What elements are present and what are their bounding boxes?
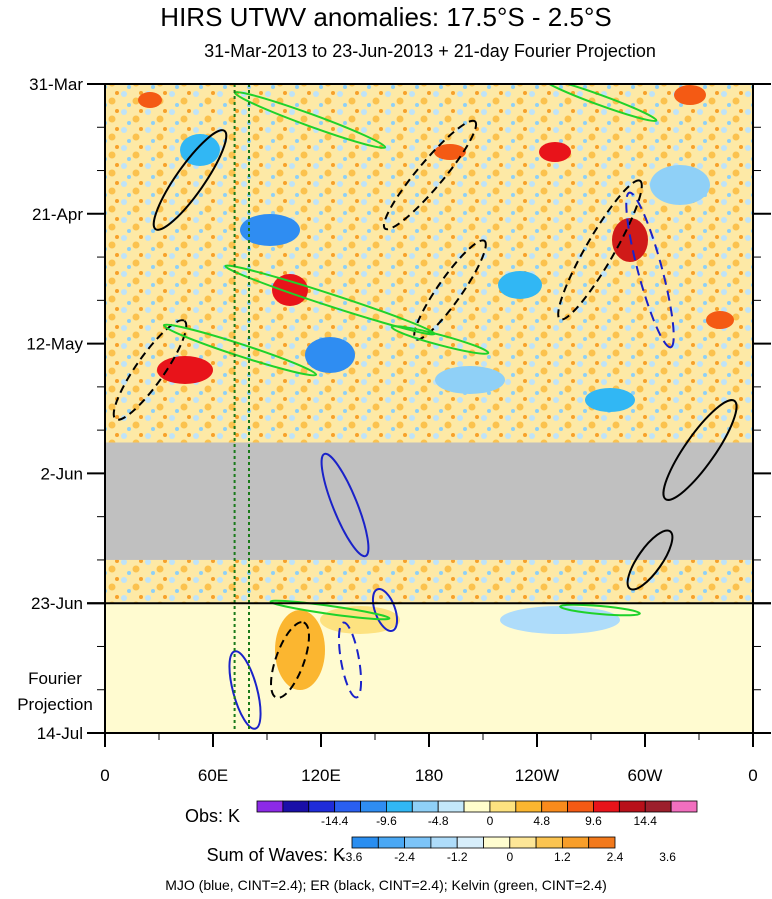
colorbar-label: 9.6 <box>585 814 602 828</box>
colorbar-swatch <box>593 800 620 813</box>
colorbar-swatch <box>489 800 517 813</box>
colorbar-swatch <box>430 836 458 849</box>
x-tick-label: 0 <box>100 766 109 785</box>
chart-title: HIRS UTWV anomalies: 17.5°S - 2.5°S <box>160 2 612 32</box>
projection-label-line1: Fourier <box>28 669 82 688</box>
projection-blob <box>320 606 400 634</box>
colorbar-label: -4.8 <box>428 814 449 828</box>
colorbar-label: -9.6 <box>376 814 397 828</box>
colorbar-swatch <box>483 836 511 849</box>
y-tick-label: 2-Jun <box>40 464 83 483</box>
obs-legend-label: Obs: K <box>185 806 240 826</box>
colorbar-swatch <box>670 800 698 813</box>
y-tick-label: 14-Jul <box>37 724 83 743</box>
y-tick-label: 31-Mar <box>29 75 83 94</box>
colorbar-swatch <box>437 800 465 813</box>
colorbar-swatch <box>535 836 563 849</box>
colorbar-swatch <box>588 836 616 849</box>
chart-subtitle: 31-Mar-2013 to 23-Jun-2013 + 21-day Four… <box>204 41 656 61</box>
colorbar-label: 0 <box>487 814 494 828</box>
colorbar-swatch <box>515 800 543 813</box>
colorbar-label: 4.8 <box>533 814 550 828</box>
x-tick-label: 120W <box>515 766 559 785</box>
colorbar-swatch <box>256 800 284 813</box>
colorbar-swatch <box>567 800 594 813</box>
colorbar-label: 0 <box>506 850 513 864</box>
x-tick-label: 0 <box>748 766 757 785</box>
y-tick-label: 12-May <box>26 335 83 354</box>
colorbar-swatch <box>334 800 361 813</box>
x-tick-label: 60E <box>198 766 228 785</box>
colorbar-swatch <box>644 800 672 813</box>
missing-data-band <box>105 442 753 560</box>
colorbar-label: -1.2 <box>447 850 468 864</box>
colorbar-label: 3.6 <box>659 850 676 864</box>
colorbar-swatch <box>404 836 432 849</box>
axes: 31-Mar 21-Apr 12-May 2-Jun 23-Jun 14-Jul 0 60E 1… <box>26 75 771 785</box>
colorbar-swatch <box>377 836 405 849</box>
projection-blob <box>275 610 325 690</box>
colorbar-label: 2.4 <box>607 850 624 864</box>
mjo-contours <box>228 191 675 730</box>
projection-blob <box>500 606 620 634</box>
obs-colorbar: -14.4 -9.6 -4.8 0 4.8 9.6 14.4 <box>256 800 698 828</box>
colorbar-swatch <box>386 800 413 813</box>
waves-legend-label: Sum of Waves: K <box>207 845 345 865</box>
colorbar-label: 1.2 <box>554 850 571 864</box>
colorbar-swatch <box>509 836 537 849</box>
x-tick-label: 60W <box>628 766 663 785</box>
colorbar-swatch <box>351 836 379 849</box>
colorbar-swatch <box>282 800 310 813</box>
colorbar-swatch <box>562 836 590 849</box>
colorbar-label: -2.4 <box>394 850 415 864</box>
colorbar-swatch <box>411 800 439 813</box>
colorbar-swatch <box>360 800 387 813</box>
er-contours <box>112 119 738 699</box>
x-tick-label: 120E <box>301 766 341 785</box>
waves-colorbar: -3.6 -2.4 -1.2 0 1.2 2.4 3.6 <box>342 836 676 864</box>
projection-field <box>105 604 753 733</box>
contour-key: MJO (blue, CINT=2.4); ER (black, CINT=2.… <box>165 877 607 893</box>
reference-longitude-lines <box>233 84 250 733</box>
projection-label-line2: Projection <box>17 695 93 714</box>
colorbar-swatch <box>618 800 646 813</box>
y-tick-label: 21-Apr <box>32 205 83 224</box>
colorbar-swatch <box>308 800 336 813</box>
x-tick-label: 180 <box>415 766 443 785</box>
colorbar-label: 14.4 <box>634 814 658 828</box>
colorbar-swatch <box>456 836 484 849</box>
colorbar-label: -14.4 <box>321 814 349 828</box>
colorbar-label: -3.6 <box>342 850 363 864</box>
colorbar-swatch <box>541 800 568 813</box>
plot-area <box>105 84 753 733</box>
y-tick-label: 23-Jun <box>31 594 83 613</box>
colorbar-swatch <box>463 800 491 813</box>
